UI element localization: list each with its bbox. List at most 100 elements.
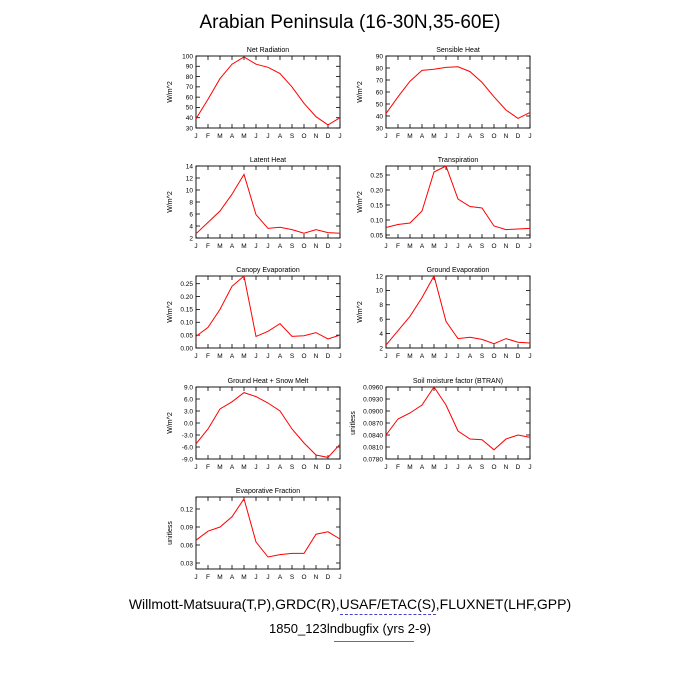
y-tick-label: 3.0 — [184, 408, 193, 415]
x-tick-label: M — [241, 243, 246, 250]
x-tick-label: A — [468, 243, 473, 250]
x-tick-label: J — [456, 353, 459, 360]
y-tick-label: 0.0870 — [363, 420, 383, 427]
y-tick-label: 80 — [376, 65, 384, 72]
series-line — [195, 275, 341, 340]
x-tick-label: M — [241, 133, 246, 140]
y-tick-label: 2 — [379, 345, 383, 352]
y-tick-label: 0.20 — [180, 294, 193, 301]
x-tick-label: J — [528, 353, 531, 360]
series-line — [195, 392, 341, 458]
y-tick-label: 0.0900 — [363, 408, 383, 415]
x-tick-label: J — [384, 353, 387, 360]
y-tick-label: 8 — [189, 199, 193, 206]
x-tick-label: M — [431, 464, 436, 471]
y-tick-label: 0.20 — [370, 187, 383, 194]
x-tick-label: J — [266, 133, 269, 140]
y-tick-label: 0.0780 — [363, 456, 383, 463]
x-tick-label: J — [194, 133, 197, 140]
plot-frame — [385, 275, 531, 349]
x-tick-label: J — [444, 464, 447, 471]
x-tick-label: J — [384, 133, 387, 140]
y-tick-label: 0.25 — [370, 172, 383, 179]
x-tick-label: S — [480, 464, 485, 471]
series-line — [385, 274, 531, 346]
x-tick-label: A — [420, 353, 425, 360]
x-tick-label: D — [326, 353, 331, 360]
x-tick-label: O — [491, 133, 496, 140]
x-tick-label: A — [468, 464, 473, 471]
plot-frame — [385, 165, 531, 239]
y-axis-label: W/m^2 — [357, 191, 364, 213]
y-tick-label: 4 — [189, 223, 193, 230]
x-tick-label: M — [241, 574, 246, 581]
y-axis-label: W/m^2 — [167, 412, 174, 434]
x-tick-label: J — [528, 243, 531, 250]
x-tick-label: M — [217, 133, 222, 140]
x-tick-label: F — [206, 574, 210, 581]
x-tick-label: S — [290, 574, 295, 581]
y-tick-label: 50 — [376, 101, 384, 108]
panel-title: Soil moisture factor (BTRAN) — [413, 378, 503, 385]
caption-dashed-underline — [340, 614, 436, 615]
x-tick-label: S — [290, 353, 295, 360]
x-tick-label: S — [480, 133, 485, 140]
panel-title: Transpiration — [438, 157, 479, 164]
x-tick-label: A — [278, 243, 283, 250]
x-tick-label: J — [254, 464, 257, 471]
x-tick-label: A — [278, 574, 283, 581]
x-tick-label: O — [491, 464, 496, 471]
y-axis-label: W/m^2 — [167, 191, 174, 213]
y-tick-label: 100 — [182, 53, 193, 60]
y-tick-label: 0.0810 — [363, 444, 383, 451]
x-tick-label: F — [396, 464, 400, 471]
x-tick-label: J — [266, 243, 269, 250]
y-tick-label: 0.10 — [180, 320, 193, 327]
y-tick-label: 30 — [186, 125, 194, 132]
x-tick-label: N — [314, 243, 319, 250]
x-tick-label: J — [266, 574, 269, 581]
x-tick-label: J — [456, 464, 459, 471]
y-tick-label: 0.0 — [184, 420, 193, 427]
x-tick-label: J — [254, 243, 257, 250]
x-tick-label: O — [491, 243, 496, 250]
y-tick-label: 2 — [189, 235, 193, 242]
x-tick-label: F — [206, 133, 210, 140]
panel-title: Sensible Heat — [436, 47, 480, 54]
panel-title: Canopy Evaporation — [236, 267, 300, 274]
x-tick-label: M — [431, 133, 436, 140]
y-tick-label: 50 — [186, 105, 194, 112]
x-tick-label: S — [290, 133, 295, 140]
x-tick-label: J — [338, 243, 341, 250]
series-line — [385, 66, 531, 119]
x-tick-label: J — [266, 353, 269, 360]
y-tick-label: 6 — [379, 317, 383, 324]
x-tick-label: N — [504, 464, 509, 471]
x-tick-label: J — [456, 133, 459, 140]
y-axis-label: W/m^2 — [357, 81, 364, 103]
y-tick-label: 0.0840 — [363, 432, 383, 439]
x-tick-label: A — [230, 243, 235, 250]
x-tick-label: J — [444, 353, 447, 360]
case-name-caption: 1850_123lndbugfix (yrs 2-9) — [269, 621, 431, 636]
x-tick-label: J — [456, 243, 459, 250]
x-tick-label: J — [338, 464, 341, 471]
panel-title: Ground Heat + Snow Melt — [228, 378, 309, 385]
x-tick-label: S — [290, 464, 295, 471]
y-tick-label: 0.25 — [180, 281, 193, 288]
y-tick-label: 9.0 — [184, 384, 193, 391]
y-tick-label: 60 — [186, 94, 194, 101]
x-tick-label: S — [480, 353, 485, 360]
panel-title: Latent Heat — [250, 157, 286, 164]
plot-frame — [195, 275, 341, 349]
y-tick-label: 0.03 — [180, 560, 193, 567]
y-tick-label: 0.05 — [370, 232, 383, 239]
x-tick-label: M — [407, 464, 412, 471]
